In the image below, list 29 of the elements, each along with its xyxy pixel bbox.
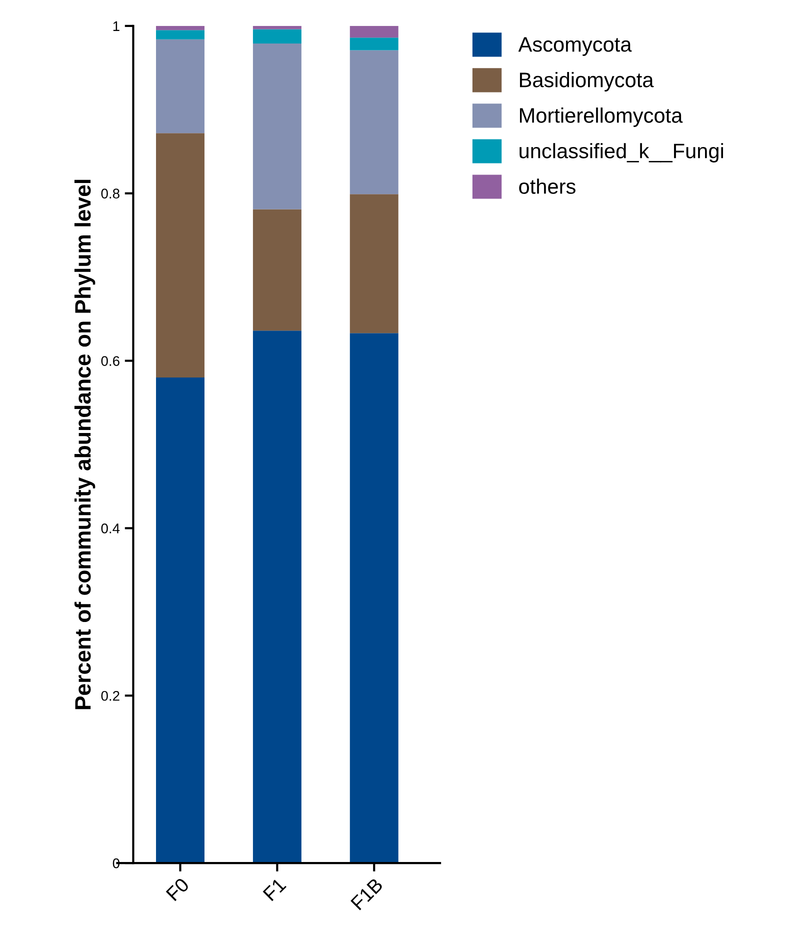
- bar: [156, 133, 204, 378]
- legend-label: Ascomycota: [518, 37, 632, 56]
- y-tick-label: 0.4: [101, 524, 120, 534]
- bar: [252, 44, 302, 210]
- y-tick-label: 0.6: [101, 356, 120, 366]
- bar: [156, 26, 204, 30]
- legend-label: Basidiomycota: [520, 72, 654, 92]
- x-tick-label: F0: [166, 877, 190, 902]
- legend-label: others: [519, 178, 576, 194]
- x-tick-label: F1B: [350, 877, 384, 910]
- bar: [156, 30, 204, 40]
- bar: [252, 29, 302, 44]
- legend-label: Mortierellomycota: [520, 108, 683, 127]
- bar: [252, 209, 302, 331]
- bar: [350, 26, 398, 38]
- bar: [350, 50, 398, 194]
- x-tick-label: F1: [262, 877, 286, 902]
- y-axis-title: Percent of community abundance on Phylum level: [74, 180, 96, 710]
- bar: [350, 194, 398, 334]
- legend-label: unclassified_k__Fungi: [520, 143, 724, 162]
- bar: [350, 333, 398, 864]
- bar: [252, 26, 302, 30]
- bar: [156, 378, 204, 864]
- y-tick-label: 0.2: [101, 690, 120, 701]
- y-tick-label: 1: [113, 21, 120, 31]
- y-tick-label: 0.8: [101, 188, 120, 199]
- bar: [350, 38, 398, 50]
- bar: [252, 330, 302, 864]
- bar: [156, 39, 204, 134]
